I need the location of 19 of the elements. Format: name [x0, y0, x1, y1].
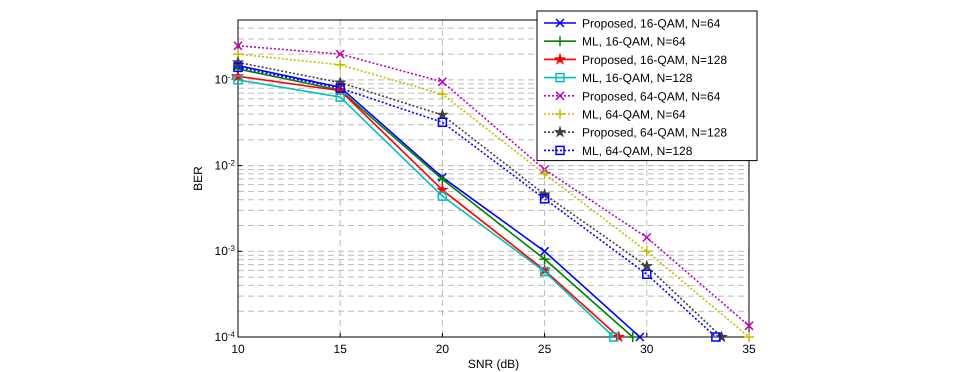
legend-label: ML, 64-QAM, N=128	[582, 144, 693, 158]
legend-label: Proposed, 64-QAM, N=128	[582, 126, 728, 140]
legend-label: ML, 64-QAM, N=64	[582, 108, 686, 122]
y-axis-title: BER	[191, 166, 205, 191]
x-tick-label: 10	[231, 342, 245, 356]
legend-label: Proposed, 16-QAM, N=64	[582, 16, 721, 30]
legend-label: ML, 16-QAM, N=64	[582, 34, 686, 49]
x-tick-label: 30	[640, 342, 654, 356]
x-tick-label: 35	[742, 342, 756, 356]
x-axis-title: SNR (dB)	[468, 357, 520, 371]
x-tick-label: 20	[436, 342, 450, 356]
y-tick-label: 10$^{-4}$	[214, 329, 236, 344]
y-tick-label: 10$^{-3}$	[214, 244, 236, 258]
legend-label: ML, 16-QAM, N=128	[582, 71, 693, 86]
y-tick-label: 10$^{-2}$	[214, 158, 236, 172]
x-tick-label: 15	[334, 342, 348, 356]
legend-label: Proposed, 16-QAM, N=128	[582, 52, 728, 67]
x-tick-label: 25	[538, 342, 552, 356]
legend-label: Proposed, 64-QAM, N=64	[582, 89, 721, 104]
